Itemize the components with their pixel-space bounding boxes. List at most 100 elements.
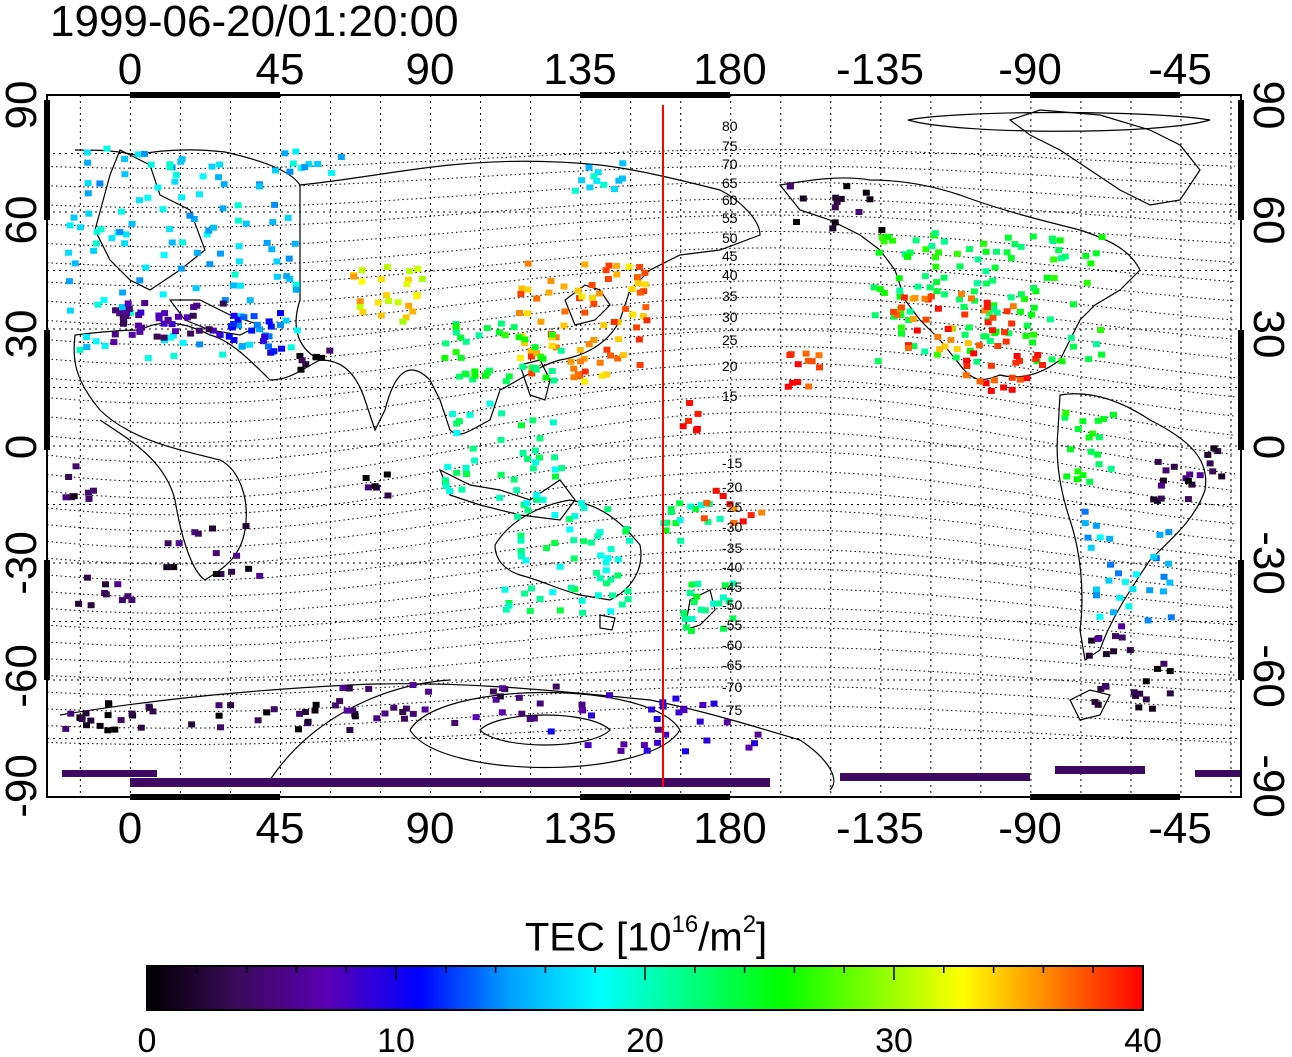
tec-point: [78, 716, 86, 723]
tec-point: [686, 590, 694, 596]
tec-point: [966, 246, 973, 253]
tec-point: [1092, 250, 1100, 257]
tec-point: [578, 701, 586, 708]
tec-point: [409, 308, 417, 315]
tec-point: [596, 529, 604, 536]
tec-point: [399, 318, 407, 325]
contour-label: 75: [722, 138, 738, 154]
tec-point: [1160, 588, 1167, 595]
tec-point: [700, 515, 708, 522]
tec-point: [551, 540, 559, 546]
tec-point: [1105, 577, 1113, 584]
tec-point: [219, 300, 227, 307]
tec-point: [472, 714, 480, 721]
tec-point: [710, 700, 718, 707]
tec-point: [941, 343, 949, 350]
tec-point: [557, 347, 565, 354]
tec-point: [909, 316, 917, 322]
tec-point: [267, 323, 275, 330]
tec-point: [716, 515, 724, 522]
tec-point: [576, 347, 584, 353]
tec-point: [603, 346, 611, 353]
tec-point: [155, 315, 163, 322]
tec-point: [556, 563, 564, 570]
tec-point: [469, 376, 477, 383]
tec-point: [967, 295, 975, 302]
tec-point: [607, 546, 615, 553]
tec-point: [536, 595, 544, 602]
tec-point: [963, 357, 971, 364]
contour-line: [46, 378, 1236, 444]
tec-point: [256, 326, 264, 333]
tec-point: [1154, 458, 1162, 465]
tec-point: [441, 355, 449, 361]
contour-line: [46, 395, 1236, 463]
tec-point: [471, 368, 479, 375]
tec-point: [975, 342, 983, 349]
tec-point: [986, 338, 994, 344]
tec-point: [933, 351, 941, 358]
tec-point: [900, 294, 908, 301]
contour-line: [46, 725, 1236, 745]
tec-point: [65, 278, 73, 285]
contour-label: 55: [722, 210, 738, 226]
tec-point: [1016, 376, 1024, 383]
tec-point: [973, 358, 981, 365]
tec-point: [1046, 316, 1054, 323]
tec-point: [492, 696, 500, 703]
tec-point: [1030, 331, 1038, 338]
contour-label: -15: [722, 455, 742, 471]
tec-point: [421, 706, 429, 713]
contour-line: [46, 529, 1236, 581]
tec-point: [518, 285, 526, 292]
tec-point: [751, 740, 758, 747]
tec-point: [96, 180, 104, 187]
tec-point: [62, 725, 70, 732]
tec-point: [1085, 356, 1093, 363]
contour-label: -25: [722, 499, 742, 515]
tec-point: [278, 345, 286, 352]
tec-point: [990, 302, 998, 309]
tec-point: [956, 296, 964, 303]
tec-point: [242, 523, 250, 530]
tec-point: [253, 321, 261, 328]
tec-point: [515, 694, 523, 701]
tec-point: [1030, 285, 1038, 291]
tec-point: [456, 373, 463, 380]
tec-point: [1118, 634, 1126, 641]
tec-point: [444, 463, 452, 470]
left-tick: 30: [0, 310, 46, 359]
contour-line: [46, 411, 1236, 483]
tec-point: [1142, 678, 1150, 685]
tec-point: [545, 289, 553, 296]
contour-line: [46, 149, 1236, 169]
tec-point: [1003, 249, 1011, 256]
tec-point: [402, 314, 410, 321]
tec-point: [1106, 535, 1114, 542]
tec-point: [897, 312, 905, 319]
tec-point: [72, 463, 80, 470]
tec-point: [1159, 477, 1167, 484]
tec-point: [365, 685, 373, 692]
tec-point: [1093, 592, 1100, 599]
tec-point: [1001, 329, 1009, 336]
contour-line: [46, 685, 1236, 713]
tec-point: [603, 371, 610, 378]
tec-point: [270, 706, 278, 713]
tec-point: [960, 304, 968, 310]
tec-point: [292, 281, 300, 288]
bottom-longitude-ticks: 0 45 90 135 180 -135 -90 -45: [118, 804, 1212, 853]
tec-point: [442, 483, 450, 490]
colorbar-title-exp2: 2: [742, 911, 757, 938]
tec-point: [1073, 476, 1081, 483]
tec-point: [529, 364, 537, 371]
tec-point: [159, 291, 167, 298]
colorbar-tick-label: 0: [138, 1022, 157, 1057]
tec-point: [613, 271, 621, 278]
tec-point: [784, 383, 792, 390]
tec-point: [166, 161, 174, 168]
tec-point: [377, 276, 385, 283]
tec-point: [1079, 418, 1087, 425]
tec-point: [604, 276, 612, 282]
tec-point: [1110, 648, 1118, 655]
